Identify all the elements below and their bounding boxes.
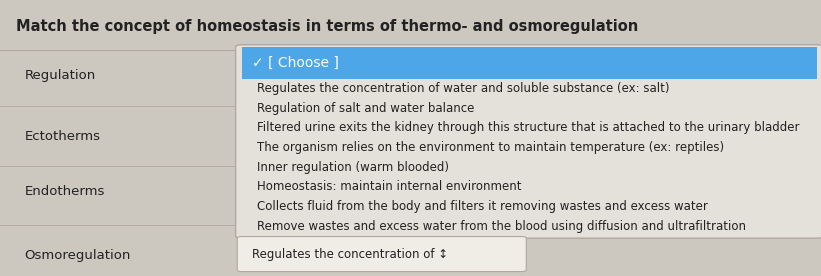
Text: Ectotherms: Ectotherms <box>25 130 101 143</box>
Text: Remove wastes and excess water from the blood using diffusion and ultrafiltratio: Remove wastes and excess water from the … <box>257 220 746 233</box>
Text: Match the concept of homeostasis in terms of thermo- and osmoregulation: Match the concept of homeostasis in term… <box>16 19 639 34</box>
Text: ✓ [ Choose ]: ✓ [ Choose ] <box>252 56 339 70</box>
FancyBboxPatch shape <box>237 237 526 272</box>
FancyBboxPatch shape <box>236 45 821 238</box>
Text: Homeostasis: maintain internal environment: Homeostasis: maintain internal environme… <box>257 180 521 193</box>
Text: The organism relies on the environment to maintain temperature (ex: reptiles): The organism relies on the environment t… <box>257 141 724 154</box>
Text: Regulates the concentration of ↕: Regulates the concentration of ↕ <box>252 248 448 261</box>
Text: Regulates the concentration of water and soluble substance (ex: salt): Regulates the concentration of water and… <box>257 82 669 95</box>
Bar <box>242 47 817 79</box>
Text: Inner regulation (warm blooded): Inner regulation (warm blooded) <box>257 161 449 174</box>
Text: Collects fluid from the body and filters it removing wastes and excess water: Collects fluid from the body and filters… <box>257 200 708 213</box>
Text: Endotherms: Endotherms <box>25 185 105 198</box>
Text: Regulation: Regulation <box>25 69 96 83</box>
Text: Osmoregulation: Osmoregulation <box>25 249 131 262</box>
Text: Regulation of salt and water balance: Regulation of salt and water balance <box>257 102 475 115</box>
Text: Filtered urine exits the kidney through this structure that is attached to the u: Filtered urine exits the kidney through … <box>257 121 800 134</box>
